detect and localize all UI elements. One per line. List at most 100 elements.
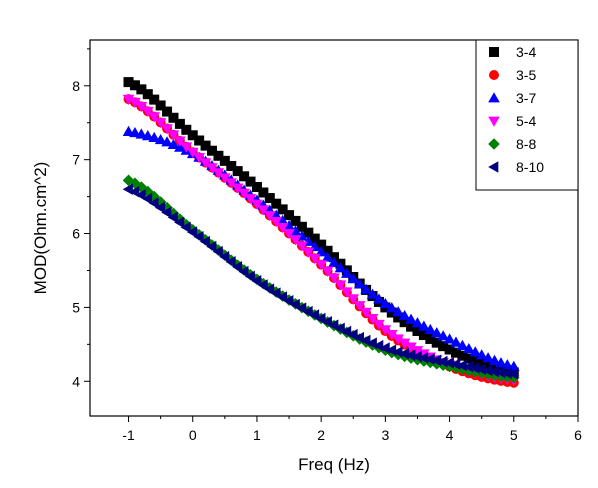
data-point	[212, 245, 223, 258]
data-point	[328, 273, 340, 284]
data-point	[270, 217, 283, 228]
data-point	[258, 187, 269, 198]
data-point	[322, 245, 333, 256]
data-point	[161, 201, 173, 214]
data-point	[463, 353, 474, 364]
data-point	[373, 319, 385, 331]
data-point	[379, 325, 392, 336]
data-point	[180, 221, 191, 234]
legend-label: 3-5	[516, 67, 536, 83]
data-point	[456, 339, 469, 350]
data-point	[366, 314, 379, 325]
data-point	[399, 317, 410, 328]
data-point	[488, 369, 501, 382]
data-point	[341, 287, 353, 298]
x-tick-label: 0	[189, 427, 197, 443]
data-point	[207, 145, 217, 156]
data-point	[264, 193, 275, 204]
data-point	[302, 247, 315, 258]
data-point	[187, 130, 198, 141]
data-point	[226, 160, 237, 171]
data-point	[284, 210, 295, 221]
data-point	[398, 310, 411, 321]
data-point	[231, 261, 243, 273]
data-point	[360, 283, 372, 294]
data-point	[315, 246, 327, 257]
data-point	[239, 171, 250, 182]
legend-marker	[488, 92, 500, 103]
data-point	[123, 77, 134, 88]
plot-frame	[89, 39, 579, 417]
data-point	[276, 223, 289, 234]
legend-label: 5-4	[516, 113, 536, 129]
data-point	[437, 355, 448, 368]
data-point	[174, 118, 185, 129]
data-point	[186, 147, 199, 159]
data-point	[199, 158, 212, 169]
data-point	[489, 362, 500, 373]
y-tick-label: 8	[72, 78, 80, 94]
data-point	[463, 360, 474, 373]
data-point	[193, 230, 204, 243]
data-point	[283, 295, 294, 307]
legend-marker	[489, 47, 499, 57]
x-tick-label: 1	[253, 427, 261, 443]
data-point	[488, 354, 501, 365]
data-point	[469, 346, 482, 357]
data-point	[398, 338, 411, 349]
data-point	[483, 360, 494, 371]
data-point	[149, 94, 160, 105]
data-point	[232, 166, 243, 177]
data-point	[231, 183, 244, 194]
data-point	[360, 307, 372, 318]
data-point	[219, 155, 230, 166]
data-point	[321, 251, 334, 262]
data-point	[155, 100, 166, 111]
data-point	[507, 368, 519, 380]
data-point	[167, 138, 180, 149]
data-point	[129, 177, 141, 190]
data-point	[495, 357, 507, 368]
legend-marker	[488, 116, 500, 127]
data-point	[303, 227, 314, 238]
data-point	[411, 346, 424, 357]
series-3-7	[122, 125, 520, 371]
data-point	[219, 250, 230, 263]
data-point	[463, 364, 475, 377]
data-point	[398, 347, 409, 360]
data-point	[308, 253, 321, 265]
data-point	[212, 168, 225, 179]
data-point	[257, 205, 270, 216]
x-axis-label: Freq (Hz)	[298, 455, 370, 474]
data-point	[411, 350, 422, 363]
data-point	[482, 352, 494, 363]
data-point	[476, 358, 487, 369]
data-point	[206, 240, 217, 253]
data-point	[283, 229, 295, 240]
data-point	[148, 197, 159, 209]
data-point	[251, 275, 262, 287]
data-point	[451, 347, 461, 358]
data-point	[251, 182, 262, 193]
data-point	[141, 106, 154, 117]
y-tick-label: 6	[72, 226, 80, 242]
data-point	[194, 135, 205, 146]
data-point	[154, 196, 167, 208]
y-tick-label: 7	[72, 152, 80, 168]
legend-label: 8-10	[516, 159, 544, 175]
data-point	[406, 321, 417, 332]
data-point	[289, 298, 300, 311]
axis-ticks: -1 0 1 2 3 4 5 6 4 5 6 7 8	[72, 48, 582, 443]
data-point	[283, 220, 295, 231]
legend-label: 3-4	[516, 44, 536, 60]
data-point	[450, 358, 461, 370]
legend-label: 8-8	[516, 136, 536, 152]
data-point	[430, 327, 443, 338]
data-point	[430, 354, 442, 367]
data-point	[135, 181, 148, 193]
data-point	[136, 84, 147, 95]
data-point	[405, 313, 417, 324]
data-point	[141, 130, 154, 141]
data-point	[206, 163, 218, 174]
data-point	[482, 364, 493, 377]
